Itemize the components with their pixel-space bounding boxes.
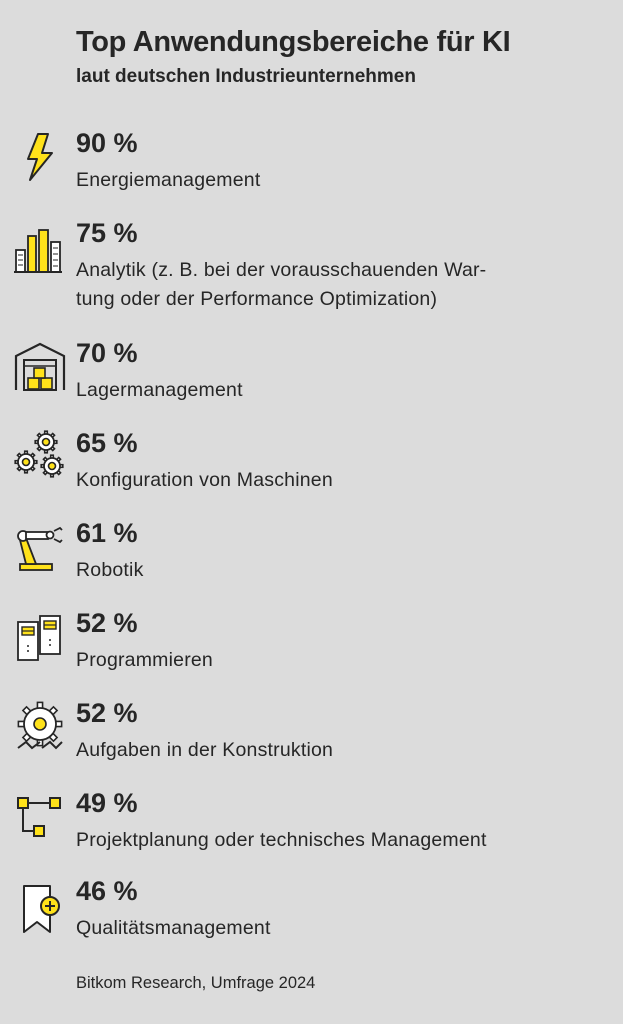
category-label: Energiemanagement bbox=[76, 169, 261, 191]
chart-subtitle: laut deutschen Industrieunternehmen bbox=[76, 66, 416, 87]
category-label: Programmieren bbox=[76, 649, 213, 671]
category-label: Projektplanung oder technisches Manageme… bbox=[76, 829, 487, 851]
chart-title: Top Anwendungsbereiche für KI bbox=[76, 26, 511, 58]
flowchart-icon bbox=[12, 788, 68, 844]
source-note: Bitkom Research, Umfrage 2024 bbox=[76, 974, 316, 992]
percentage-value: 90 % bbox=[76, 128, 138, 158]
percentage-value: 61 % bbox=[76, 518, 138, 548]
category-label: Robotik bbox=[76, 559, 144, 581]
category-label: Analytik (z. B. bei der vorausschauenden… bbox=[76, 259, 487, 310]
computer-towers-icon bbox=[12, 610, 68, 666]
percentage-value: 46 % bbox=[76, 876, 138, 906]
category-label: Konfiguration von Maschinen bbox=[76, 469, 333, 491]
percentage-value: 75 % bbox=[76, 218, 138, 248]
gears-icon bbox=[12, 428, 68, 484]
percentage-value: 49 % bbox=[76, 788, 138, 818]
gear-wave-icon bbox=[12, 698, 68, 754]
category-label: Qualitätsmanagement bbox=[76, 917, 271, 939]
quality-bookmark-icon bbox=[12, 880, 68, 936]
percentage-value: 65 % bbox=[76, 428, 138, 458]
percentage-value: 52 % bbox=[76, 608, 138, 638]
percentage-value: 70 % bbox=[76, 338, 138, 368]
lightning-icon bbox=[12, 128, 68, 184]
warehouse-icon bbox=[12, 338, 68, 394]
category-label: Aufgaben in der Konstruktion bbox=[76, 739, 334, 761]
category-label: Lagermanagement bbox=[76, 379, 243, 401]
bar-chart-icon bbox=[12, 222, 68, 278]
robot-arm-icon bbox=[12, 520, 68, 576]
percentage-value: 52 % bbox=[76, 698, 138, 728]
